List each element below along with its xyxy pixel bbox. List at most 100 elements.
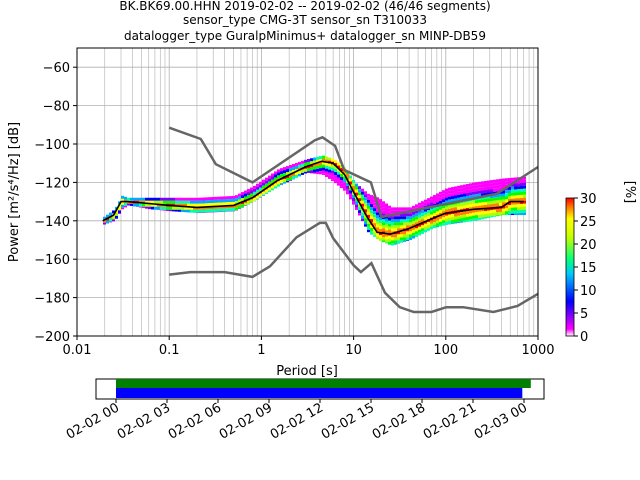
psd-cell [328, 163, 331, 167]
y-tick-label: −160 [34, 253, 70, 268]
psd-cell [487, 204, 490, 208]
psd-cell [379, 199, 382, 203]
psd-cell [331, 179, 334, 181]
psd-cell [496, 188, 499, 192]
psd-cell [391, 234, 394, 238]
psd-cell [376, 221, 379, 225]
psd-cell [472, 182, 475, 186]
psd-cell [454, 198, 457, 202]
psd-cell [421, 201, 424, 205]
psd-cell [490, 216, 493, 218]
psd-cell [295, 162, 298, 166]
psd-cell [415, 222, 418, 226]
psd-cell [490, 186, 493, 190]
psd-cell [463, 196, 466, 200]
psd-cell [223, 202, 226, 206]
psd-cell [382, 234, 385, 238]
psd-cell [436, 211, 439, 215]
psd-cell [385, 242, 388, 244]
psd-cell [448, 196, 451, 200]
psd-cell [172, 209, 175, 212]
psd-cell [361, 212, 364, 216]
psd-cell [445, 194, 448, 198]
psd-cell [268, 187, 271, 191]
psd-cell [361, 197, 364, 201]
psd-cell [343, 179, 346, 183]
y-tick-label: −180 [34, 292, 70, 307]
psd-cell [109, 218, 112, 222]
psd-cell [328, 172, 331, 176]
psd-cell [298, 161, 301, 165]
psd-cell [364, 206, 367, 210]
psd-cell [475, 206, 478, 210]
psd-cell [394, 237, 397, 241]
psd-cell [520, 191, 523, 195]
title-line-2: sensor_type CMG-3T sensor_sn T310033 [183, 13, 427, 27]
psd-cell [322, 161, 325, 165]
psd-cell [481, 214, 484, 218]
psd-cell [439, 206, 442, 210]
psd-cell [430, 223, 433, 227]
psd-cell [331, 167, 334, 171]
psd-cell [373, 208, 376, 212]
psd-cell [460, 194, 463, 198]
psd-cell [370, 231, 373, 235]
psd-cell [205, 197, 208, 201]
psd-cell [343, 182, 346, 186]
psd-cell [487, 201, 490, 205]
psd-cell [340, 183, 343, 187]
psd-cell [517, 201, 520, 205]
psd-cell [481, 190, 484, 194]
psd-cell [211, 200, 214, 204]
psd-cell [460, 206, 463, 210]
psd-cell [418, 229, 421, 233]
psd-cell [118, 210, 121, 214]
psd-cell [184, 197, 187, 201]
psd-cell [412, 217, 415, 221]
psd-cell [520, 209, 523, 213]
psd-cell [451, 208, 454, 212]
psd-cell [388, 208, 391, 212]
psd-cell [295, 174, 298, 178]
psd-cell [358, 189, 361, 193]
psd-cell [385, 224, 388, 228]
psd-cell [172, 200, 175, 204]
y-tick-label: −120 [34, 176, 70, 191]
psd-cell [253, 191, 256, 195]
psd-cell [481, 199, 484, 203]
y-tick-label: −60 [43, 61, 70, 76]
psd-cell [385, 236, 388, 240]
psd-cell [232, 204, 235, 208]
psd-cell [127, 197, 130, 201]
psd-cell [277, 181, 280, 185]
psd-cell [265, 189, 268, 193]
psd-cell [382, 219, 385, 223]
psd-cell [292, 166, 295, 170]
psd-cell [424, 223, 427, 227]
psd-cell [520, 200, 523, 204]
psd-cell [511, 213, 514, 216]
psd-cell [484, 204, 487, 208]
psd-cell [466, 189, 469, 193]
psd-cell [382, 210, 385, 214]
psd-cell [352, 197, 355, 201]
psd-cell [184, 206, 187, 210]
psd-cell [157, 200, 160, 204]
psd-cell [412, 226, 415, 230]
psd-cell [364, 200, 367, 204]
psd-cell [130, 197, 133, 201]
psd-cell [184, 209, 187, 213]
psd-cell [334, 169, 337, 173]
psd-cell [316, 165, 319, 169]
psd-cell [493, 194, 496, 198]
psd-cell [130, 203, 133, 206]
psd-cell [214, 208, 217, 212]
psd-cell [361, 209, 364, 213]
psd-cell [271, 176, 274, 180]
psd-cell [376, 227, 379, 231]
psd-cell [520, 194, 523, 198]
psd-cell [505, 211, 508, 215]
psd-cell [325, 162, 328, 166]
psd-cell [436, 199, 439, 203]
